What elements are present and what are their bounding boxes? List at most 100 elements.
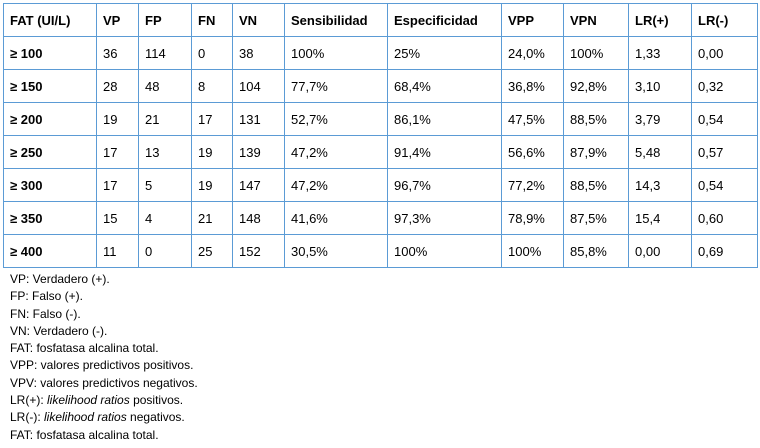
- cell-vpp: 36,8%: [501, 69, 564, 103]
- cell-vp: 17: [96, 168, 139, 202]
- cell-lr-pos: 1,33: [628, 36, 692, 70]
- table-row: ≥ 250 17 13 19 139 47,2% 91,4% 56,6% 87,9% 5,48 0,…: [3, 135, 758, 169]
- cell-fat: ≥ 300: [3, 168, 97, 202]
- cell-sensibilidad: 100%: [284, 36, 388, 70]
- cell-vpn: 87,9%: [563, 135, 629, 169]
- cell-fat: ≥ 250: [3, 135, 97, 169]
- cell-vp: 28: [96, 69, 139, 103]
- note-lr-pos-suffix: positivos.: [129, 393, 184, 408]
- note-fat-repeat: FAT: fosfatasa alcalina total.: [10, 427, 159, 442]
- cell-sensibilidad: 77,7%: [284, 69, 388, 103]
- cell-vpp: 100%: [501, 234, 564, 268]
- note-lr-neg-italic: likelihood ratios: [44, 410, 127, 425]
- cell-fp: 114: [138, 36, 192, 70]
- cell-sensibilidad: 52,7%: [284, 102, 388, 136]
- cell-vpn: 88,5%: [563, 168, 629, 202]
- cell-fat: ≥ 150: [3, 69, 97, 103]
- cell-sensibilidad: 47,2%: [284, 135, 388, 169]
- note-lr-pos-prefix: LR(+):: [10, 393, 48, 408]
- cell-sensibilidad: 47,2%: [284, 168, 388, 202]
- cell-lr-pos: 3,10: [628, 69, 692, 103]
- header-lr-neg: LR(-): [691, 3, 758, 37]
- cell-sensibilidad: 41,6%: [284, 201, 388, 235]
- header-fn: FN: [191, 3, 233, 37]
- cell-fn: 19: [191, 168, 233, 202]
- cell-vpn: 100%: [563, 36, 629, 70]
- header-vpp: VPP: [501, 3, 564, 37]
- cell-vn: 104: [232, 69, 285, 103]
- cell-especificidad: 96,7%: [387, 168, 502, 202]
- cell-lr-pos: 14,3: [628, 168, 692, 202]
- note-vp: VP: Verdadero (+).: [10, 272, 110, 286]
- cell-vpp: 24,0%: [501, 36, 564, 70]
- header-sensibilidad: Sensibilidad: [284, 3, 388, 37]
- cell-lr-neg: 0,60: [691, 201, 758, 235]
- cell-vp: 17: [96, 135, 139, 169]
- cell-lr-neg: 0,00: [691, 36, 758, 70]
- table-body: ≥ 100 36 114 0 38 100% 25% 24,0% 100% 1,33 0,00 ≥ 1…: [3, 36, 758, 268]
- cell-fn: 25: [191, 234, 233, 268]
- cell-fp: 0: [138, 234, 192, 268]
- cell-especificidad: 68,4%: [387, 69, 502, 103]
- cell-vpn: 85,8%: [563, 234, 629, 268]
- cell-vn: 148: [232, 201, 285, 235]
- cell-vpp: 77,2%: [501, 168, 564, 202]
- note-fat: FAT: fosfatasa alcalina total.: [10, 341, 159, 356]
- table-row: ≥ 150 28 48 8 104 77,7% 68,4% 36,8% 92,8% 3,10 0,3…: [3, 69, 758, 103]
- cell-lr-pos: 5,48: [628, 135, 692, 169]
- note-lr-pos: LR(+): likelihood ratios positivos.: [10, 392, 757, 409]
- cell-lr-pos: 3,79: [628, 102, 692, 136]
- cell-fat: ≥ 350: [3, 201, 97, 235]
- cell-sensibilidad: 30,5%: [284, 234, 388, 268]
- note-lr-pos-italic: likelihood ratios: [47, 393, 130, 408]
- cell-especificidad: 91,4%: [387, 135, 502, 169]
- header-fp: FP: [138, 3, 192, 37]
- table-header-row: FAT (UI/L) VP FP FN VN Sensibilidad Espe…: [3, 3, 758, 37]
- cell-vpn: 87,5%: [563, 201, 629, 235]
- note-lr-neg-prefix: LR(-):: [10, 410, 44, 425]
- table-row: ≥ 300 17 5 19 147 47,2% 96,7% 77,2% 88,5% 14,3 0,5…: [3, 168, 758, 202]
- header-vn: VN: [232, 3, 285, 37]
- cell-lr-neg: 0,54: [691, 102, 758, 136]
- cell-especificidad: 97,3%: [387, 201, 502, 235]
- cell-vn: 147: [232, 168, 285, 202]
- table-footnotes: VP: Verdadero (+). FP: Falso (+). FN: Fa…: [3, 271, 757, 444]
- cell-lr-neg: 0,32: [691, 69, 758, 103]
- cell-fn: 0: [191, 36, 233, 70]
- cell-vpp: 78,9%: [501, 201, 564, 235]
- header-lr-pos: LR(+): [628, 3, 692, 37]
- cell-lr-neg: 0,54: [691, 168, 758, 202]
- table-row: ≥ 200 19 21 17 131 52,7% 86,1% 47,5% 88,5% 3,79 0,…: [3, 102, 758, 136]
- cell-fp: 13: [138, 135, 192, 169]
- cell-especificidad: 25%: [387, 36, 502, 70]
- cell-vn: 38: [232, 36, 285, 70]
- cell-vp: 15: [96, 201, 139, 235]
- cell-lr-neg: 0,69: [691, 234, 758, 268]
- cell-especificidad: 100%: [387, 234, 502, 268]
- table-row: ≥ 100 36 114 0 38 100% 25% 24,0% 100% 1,33 0,00: [3, 36, 758, 70]
- cell-fat: ≥ 100: [3, 36, 97, 70]
- note-lr-neg-suffix: negativos.: [126, 410, 185, 425]
- cell-fn: 17: [191, 102, 233, 136]
- header-fat: FAT (UI/L): [3, 3, 97, 37]
- note-vpv: VPV: valores predictivos negativos.: [10, 375, 198, 390]
- cell-fn: 21: [191, 201, 233, 235]
- cell-fat: ≥ 200: [3, 102, 97, 136]
- header-especificidad: Especificidad: [387, 3, 502, 37]
- diagnostic-performance-table: FAT (UI/L) VP FP FN VN Sensibilidad Espe…: [3, 3, 758, 268]
- cell-vp: 36: [96, 36, 139, 70]
- table-row: ≥ 400 11 0 25 152 30,5% 100% 100% 85,8% 0,00 0,69: [3, 234, 758, 268]
- note-vn: VN: Verdadero (-).: [10, 323, 108, 338]
- cell-vpn: 92,8%: [563, 69, 629, 103]
- cell-lr-neg: 0,57: [691, 135, 758, 169]
- note-vpp: VPP: valores predictivos positivos.: [10, 358, 194, 373]
- cell-vn: 139: [232, 135, 285, 169]
- cell-fp: 4: [138, 201, 192, 235]
- note-fn: FN: Falso (-).: [10, 306, 81, 321]
- cell-especificidad: 86,1%: [387, 102, 502, 136]
- cell-fn: 8: [191, 69, 233, 103]
- cell-vpp: 56,6%: [501, 135, 564, 169]
- header-vp: VP: [96, 3, 139, 37]
- note-lr-neg: LR(-): likelihood ratios negativos.: [10, 409, 757, 426]
- cell-vpp: 47,5%: [501, 102, 564, 136]
